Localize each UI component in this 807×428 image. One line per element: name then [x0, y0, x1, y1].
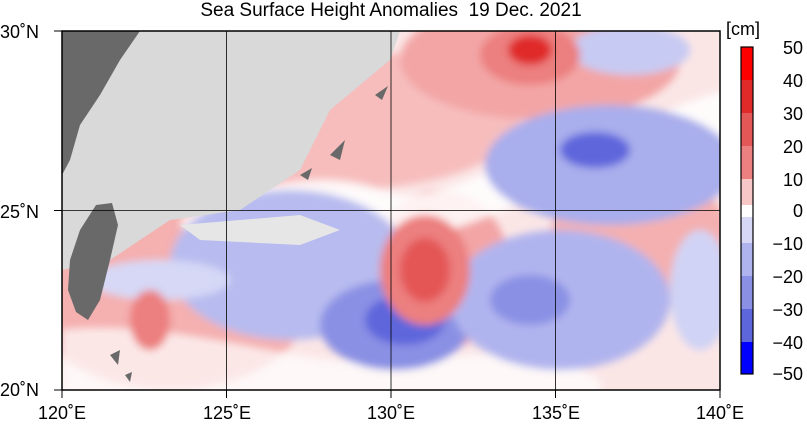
positive-core-134-inner [508, 35, 552, 65]
cb-seg-10-20 [741, 146, 753, 179]
cb-label-30: 30 [782, 104, 803, 124]
cb-frame [740, 46, 754, 375]
cb-label-0: 0 [792, 201, 803, 221]
cb-label-40: 40 [782, 71, 803, 91]
lon-label-135: 135˚E [531, 403, 581, 423]
cb-label-m30: −30 [772, 300, 803, 320]
anomaly-field [62, 31, 720, 390]
cb-seg-zero [741, 205, 753, 217]
lon-label-140: 140˚E [695, 403, 745, 423]
negative-core-136 [560, 132, 630, 168]
cb-seg-30-40 [741, 80, 753, 113]
land-batan [110, 350, 132, 382]
colorbar-unit: [cm] [726, 19, 760, 39]
lat-label-20: 20˚N [0, 380, 40, 400]
cb-seg-0-m10 [741, 217, 753, 243]
cb-seg-m20-m30 [741, 276, 753, 309]
cb-label-m20: −20 [772, 267, 803, 287]
cb-seg-m30-m40 [741, 309, 753, 342]
cb-label-m10: −10 [772, 234, 803, 254]
graticule [62, 31, 720, 390]
cb-seg-m10-m20 [741, 243, 753, 276]
land-china [62, 31, 140, 175]
zero-band-south [62, 328, 600, 390]
cb-seg-40-50 [741, 47, 753, 80]
land-ryukyu [300, 86, 388, 180]
cb-seg-20-30 [741, 113, 753, 146]
positive-core-122 [130, 290, 170, 350]
negative-region-north [570, 31, 690, 75]
cb-seg-0-10 [741, 179, 753, 205]
negative-region-east [670, 230, 720, 350]
cb-seg-m40-m50 [741, 342, 753, 374]
map-title: Sea Surface Height Anomalies 19 Dec. 202… [200, 0, 582, 21]
cb-label-m40: −40 [772, 333, 803, 353]
lat-label-30: 30˚N [0, 22, 40, 42]
nodata-ryukyu-band [180, 215, 340, 245]
cb-label-50: 50 [782, 38, 803, 58]
lon-label-130: 130˚E [366, 403, 416, 423]
colorbar [740, 46, 754, 375]
positive-core-131-inner [400, 238, 450, 302]
lat-label-25: 25˚N [0, 202, 40, 222]
map-ticks [54, 30, 721, 398]
lon-label-125: 125˚E [202, 403, 252, 423]
negative-core-134 [490, 275, 570, 325]
lon-label-120: 120˚E [37, 403, 87, 423]
cb-label-10: 10 [782, 170, 803, 190]
negative-region-luzon [90, 260, 230, 300]
cb-label-20: 20 [782, 137, 803, 157]
land-taiwan [68, 203, 118, 320]
cb-label-m50: −50 [772, 364, 803, 384]
